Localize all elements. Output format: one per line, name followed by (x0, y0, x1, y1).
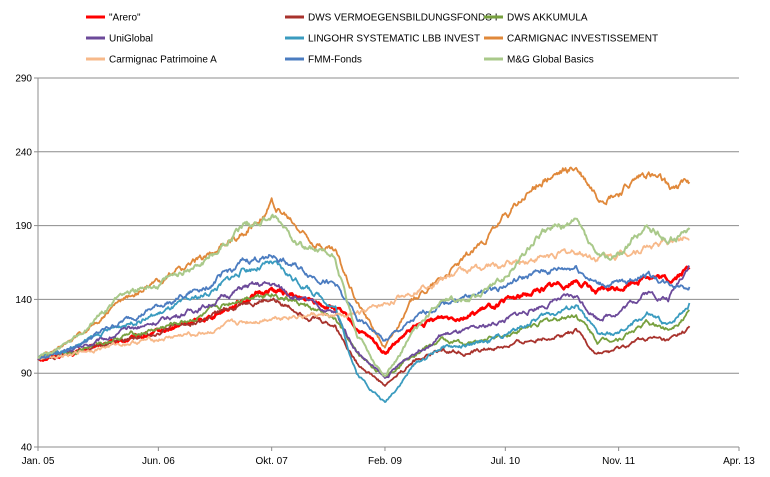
x-tick-label: Feb. 09 (368, 456, 402, 467)
y-tick-label: 240 (15, 147, 32, 158)
legend-label: DWS AKKUMULA (507, 13, 588, 24)
legend-label: "Arero" (109, 13, 141, 24)
series-line (37, 213, 691, 378)
legend-label: DWS VERMOEGENSBILDUNGSFONDS I (308, 13, 497, 24)
legend-label: Carmignac Patrimoine A (109, 55, 217, 66)
x-tick-label: Apr. 13 (723, 456, 755, 467)
y-tick-label: 140 (15, 295, 32, 306)
series-line (37, 265, 690, 379)
legend-label: FMM-Fonds (308, 55, 362, 66)
x-tick-label: Jan. 05 (22, 456, 55, 467)
x-tick-label: Nov. 11 (602, 456, 635, 467)
legend-label: UniGlobal (109, 34, 153, 45)
series-line (37, 236, 690, 361)
y-tick-label: 90 (21, 369, 33, 380)
y-tick-label: 190 (15, 221, 32, 232)
legend: "Arero" DWS VERMOEGENSBILDUNGSFONDS I DWS … (86, 13, 658, 66)
x-tick-label: Jul. 10 (491, 456, 521, 467)
x-tick-label: Okt. 07 (256, 456, 289, 467)
legend-label: LINGOHR SYSTEMATIC LBB INVEST (308, 34, 480, 45)
y-tick-label: 290 (15, 74, 32, 85)
series-line (37, 254, 691, 360)
series-lines (37, 166, 691, 404)
series-line (37, 265, 691, 362)
series-line (37, 293, 690, 378)
legend-label: CARMIGNAC INVESTISSEMENT (507, 34, 658, 45)
series-line (37, 166, 691, 359)
gridlines (38, 77, 739, 448)
legend-label: M&G Global Basics (507, 55, 594, 66)
y-tick-label: 40 (21, 443, 33, 454)
axes: 40 90 140 190 240 290 Jan. 05 Jun. 06 Okt. 07 Feb… (15, 74, 755, 468)
x-tick-label: Jun. 06 (142, 456, 175, 467)
series-line (37, 260, 691, 404)
